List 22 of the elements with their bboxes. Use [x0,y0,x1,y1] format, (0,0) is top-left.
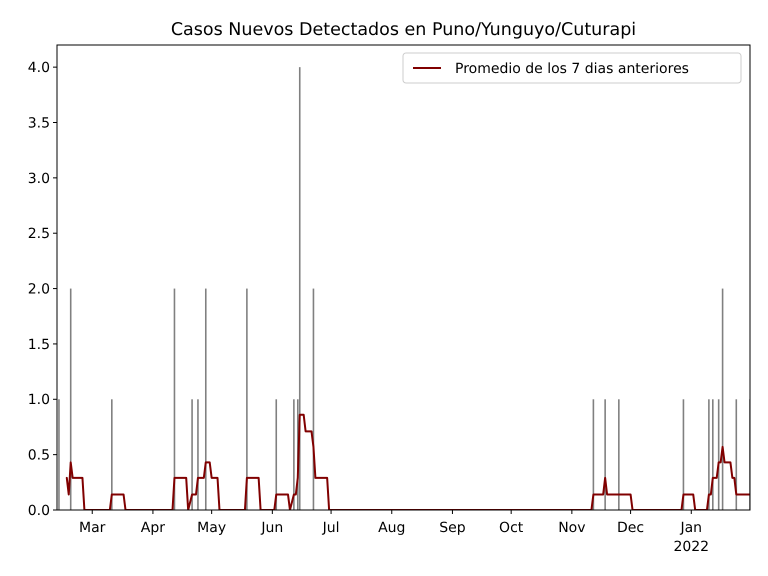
y-tick-label: 1.0 [28,392,50,408]
y-tick-label: 3.0 [28,170,50,187]
x-tick-label: May [197,520,226,536]
x-tick-label: Sep [439,520,466,536]
x-tick-label: Jun [260,520,284,536]
x-tick-label: Dec [617,520,644,536]
y-tick-label: 3.5 [28,115,50,132]
x-tick-label: Mar [79,520,106,536]
chart-title: Casos Nuevos Detectados en Puno/Yunguyo/Cuturapi [170,20,636,40]
y-tick-label: 2.5 [28,226,50,242]
legend-label: Promedio de los 7 dias anteriores [455,60,689,77]
x-tick-label: Apr [140,520,166,536]
y-tick-label: 0.0 [28,502,50,519]
y-tick-label: 2.0 [28,281,50,298]
x-tick-label: Jul [322,520,340,536]
x-tick-label: Nov [558,520,586,536]
x-tick-label: Oct [499,520,524,536]
y-tick-label: 0.5 [28,448,50,464]
x-tick-label: Aug [378,520,406,536]
y-tick-label: 1.5 [28,336,50,353]
y-tick-label: 4.0 [28,60,50,76]
x-tick-label: Jan 2022 [673,520,710,555]
